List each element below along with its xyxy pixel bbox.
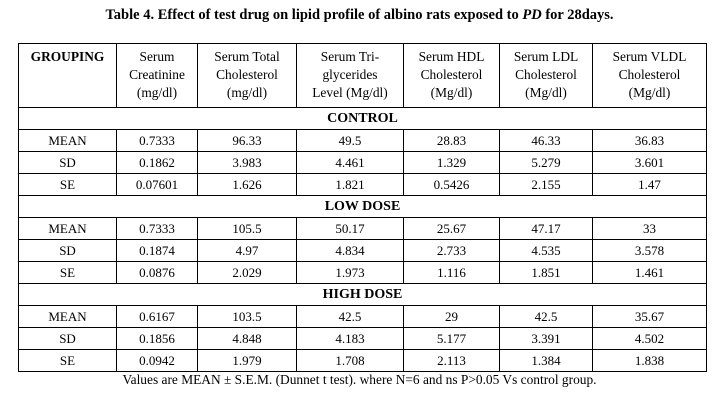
value-cell: 0.07601 (116, 173, 198, 196)
table-row: MEAN 0.7333 105.5 50.17 25.67 47.17 33 (18, 217, 707, 240)
value-cell: 1.461 (592, 261, 707, 284)
footnote: Values are MEAN ± S.E.M. (Dunnet t test)… (122, 372, 597, 387)
value-cell: 0.1874 (116, 239, 198, 262)
header-triglycerides: Serum Tri-glycerides Level (Mg/dl) (296, 43, 404, 108)
value-cell: 0.1862 (116, 151, 198, 174)
value-cell: 1.47 (592, 173, 707, 196)
stat-label: SE (18, 349, 117, 372)
value-cell: 50.17 (296, 217, 404, 240)
value-cell: 2.029 (197, 261, 297, 284)
value-cell: 1.838 (592, 349, 707, 372)
value-cell: 4.848 (197, 327, 297, 350)
value-cell: 1.979 (197, 349, 297, 372)
header-ldl: Serum LDL Cholesterol (Mg/dl) (499, 43, 593, 108)
stat-label: SD (18, 239, 117, 262)
group-row: HIGH DOSE (18, 283, 707, 306)
value-cell: 4.183 (296, 327, 404, 350)
value-cell: 1.384 (499, 349, 593, 372)
value-cell: 29 (403, 305, 500, 328)
value-cell: 1.626 (197, 173, 297, 196)
table-row: SE 0.0942 1.979 1.708 2.113 1.384 1.838 (18, 349, 707, 372)
value-cell: 0.7333 (116, 217, 198, 240)
value-cell: 105.5 (197, 217, 297, 240)
value-cell: 42.5 (296, 305, 404, 328)
value-cell: 1.329 (403, 151, 500, 174)
table-body: CONTROL MEAN 0.7333 96.33 49.5 28.83 46.33 36.8… (18, 107, 707, 372)
value-cell: 1.851 (499, 261, 593, 284)
stat-label: MEAN (18, 305, 117, 328)
stat-label: SE (18, 261, 117, 284)
group-row: CONTROL (18, 107, 707, 130)
value-cell: 4.502 (592, 327, 707, 350)
lipid-profile-table: GROUPING Serum Creatinine (mg/dl) Serum To… (18, 43, 707, 372)
value-cell: 4.834 (296, 239, 404, 262)
table-row: SD 0.1856 4.848 4.183 5.177 3.391 4.502 (18, 327, 707, 350)
stat-label: SD (18, 151, 117, 174)
value-cell: 49.5 (296, 129, 404, 152)
value-cell: 28.83 (403, 129, 500, 152)
value-cell: 0.0942 (116, 349, 198, 372)
stat-label: MEAN (18, 129, 117, 152)
value-cell: 96.33 (197, 129, 297, 152)
table-row: SD 0.1862 3.983 4.461 1.329 5.279 3.601 (18, 151, 707, 174)
value-cell: 5.279 (499, 151, 593, 174)
stat-label: SD (18, 327, 117, 350)
value-cell: 5.177 (403, 327, 500, 350)
group-label: LOW DOSE (18, 195, 707, 218)
value-cell: 46.33 (499, 129, 593, 152)
group-label: HIGH DOSE (18, 283, 707, 306)
value-cell: 0.0876 (116, 261, 198, 284)
header-creatinine: Serum Creatinine (mg/dl) (116, 43, 198, 108)
caption-drug: PD (522, 7, 542, 23)
value-cell: 4.535 (499, 239, 593, 262)
value-cell: 0.1856 (116, 327, 198, 350)
value-cell: 3.578 (592, 239, 707, 262)
stat-label: SE (18, 173, 117, 196)
header-vldl: Serum VLDL Cholesterol (Mg/dl) (592, 43, 707, 108)
value-cell: 4.97 (197, 239, 297, 262)
value-cell: 36.83 (592, 129, 707, 152)
value-cell: 33 (592, 217, 707, 240)
value-cell: 3.601 (592, 151, 707, 174)
value-cell: 0.5426 (403, 173, 500, 196)
caption-prefix: Table 4. Effect of test drug on lipid pr… (105, 7, 519, 23)
value-cell: 1.116 (403, 261, 500, 284)
group-row: LOW DOSE (18, 195, 707, 218)
stat-label: MEAN (18, 217, 117, 240)
table-caption: Table 4. Effect of test drug on lipid pr… (0, 7, 719, 24)
table-row: MEAN 0.7333 96.33 49.5 28.83 46.33 36.83 (18, 129, 707, 152)
value-cell: 2.733 (403, 239, 500, 262)
group-label: CONTROL (18, 107, 707, 130)
value-cell: 1.973 (296, 261, 404, 284)
value-cell: 42.5 (499, 305, 593, 328)
value-cell: 103.5 (197, 305, 297, 328)
value-cell: 2.113 (403, 349, 500, 372)
table-row: SE 0.07601 1.626 1.821 0.5426 2.155 1.47 (18, 173, 707, 196)
header-grouping: GROUPING (18, 43, 117, 108)
value-cell: 47.17 (499, 217, 593, 240)
table-row: MEAN 0.6167 103.5 42.5 29 42.5 35.67 (18, 305, 707, 328)
header-hdl: Serum HDL Cholesterol (Mg/dl) (403, 43, 500, 108)
header-total-cholesterol: Serum Total Cholesterol (mg/dl) (197, 43, 297, 108)
table-row: SE 0.0876 2.029 1.973 1.116 1.851 1.461 (18, 261, 707, 284)
value-cell: 35.67 (592, 305, 707, 328)
value-cell: 2.155 (499, 173, 593, 196)
value-cell: 1.708 (296, 349, 404, 372)
value-cell: 0.7333 (116, 129, 198, 152)
value-cell: 3.983 (197, 151, 297, 174)
value-cell: 3.391 (499, 327, 593, 350)
header-row: GROUPING Serum Creatinine (mg/dl) Serum To… (18, 43, 707, 108)
value-cell: 0.6167 (116, 305, 198, 328)
table-row: SD 0.1874 4.97 4.834 2.733 4.535 3.578 (18, 239, 707, 262)
value-cell: 25.67 (403, 217, 500, 240)
value-cell: 1.821 (296, 173, 404, 196)
value-cell: 4.461 (296, 151, 404, 174)
caption-suffix: for 28days. (545, 7, 614, 23)
